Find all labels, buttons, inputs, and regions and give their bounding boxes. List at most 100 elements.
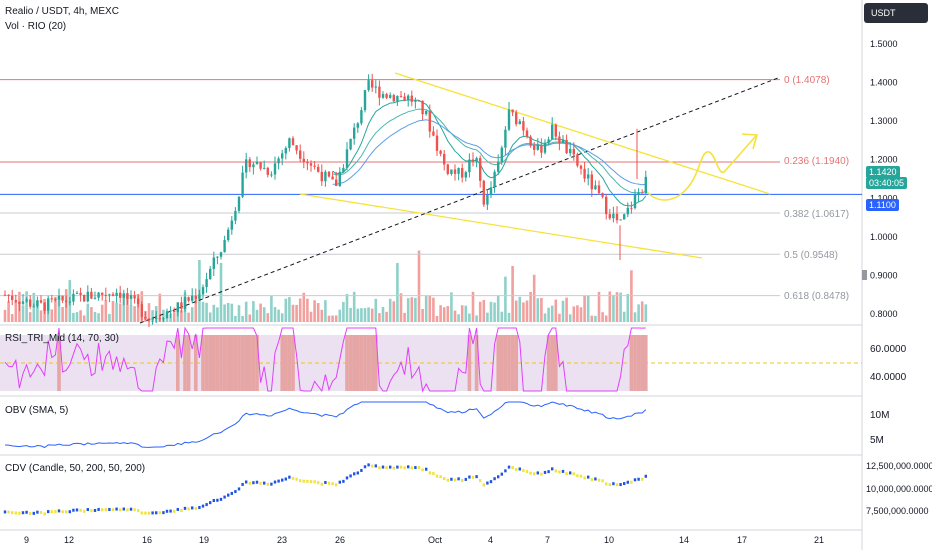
volume-bar xyxy=(259,303,262,322)
cdv-candle xyxy=(36,510,39,514)
volume-bar xyxy=(158,293,162,322)
volume-bar xyxy=(255,309,259,322)
cdv-candle xyxy=(137,509,140,513)
volume-bar xyxy=(640,301,644,322)
candle-body xyxy=(353,127,356,139)
cdv-candle xyxy=(144,511,147,515)
volume-bar xyxy=(478,301,482,322)
rsi-overbought-bar xyxy=(374,335,378,391)
candle-body xyxy=(54,299,57,301)
volume-bar xyxy=(280,313,284,322)
cdv-candle xyxy=(245,480,248,484)
cdv-candle xyxy=(378,466,381,470)
cdv-candle xyxy=(302,479,305,483)
candle-body xyxy=(522,121,525,131)
cdv-candle xyxy=(536,471,539,475)
price-tick: 1.2000 xyxy=(870,155,898,165)
cdv-candle xyxy=(579,474,583,478)
volume-bar xyxy=(36,300,39,322)
rsi-overbought-bar xyxy=(550,335,554,391)
candle-body xyxy=(529,136,532,146)
volume-bar xyxy=(284,298,288,322)
candle-body xyxy=(11,295,14,301)
cdv-candle xyxy=(417,466,421,470)
candle-body xyxy=(381,94,385,98)
volume-bar xyxy=(54,296,57,322)
candle-body xyxy=(468,159,471,173)
price-tick: 1.4000 xyxy=(870,78,898,88)
candle-body xyxy=(133,295,136,299)
candle-body xyxy=(173,310,176,313)
cdv-candle xyxy=(47,510,50,514)
candles xyxy=(3,73,647,327)
volume-bar xyxy=(108,313,111,322)
candle-body xyxy=(119,292,122,298)
cdv-candle xyxy=(615,483,619,487)
candle-body xyxy=(169,310,172,312)
cdv-candle xyxy=(324,480,327,484)
volume-bar xyxy=(194,296,198,322)
cdv-candle xyxy=(500,472,503,476)
cdv-candle xyxy=(587,475,590,479)
cdv-candle xyxy=(169,509,172,513)
volume-bar xyxy=(507,312,511,322)
candle-body xyxy=(518,121,521,125)
cdv-candle xyxy=(183,506,187,510)
price-axis-ticks: 1.5000 1.4000 1.3000 1.2000 1.1000 1.0000 0.90… xyxy=(870,39,898,319)
cdv-candle xyxy=(234,490,237,494)
ema-line xyxy=(332,108,646,194)
cdv-candle xyxy=(180,509,183,513)
candle-body xyxy=(306,162,309,164)
cdv-candle xyxy=(277,479,280,483)
time-axis-label: 10 xyxy=(604,535,615,545)
cdv-candle xyxy=(61,510,64,514)
cdv-candle xyxy=(504,469,507,473)
volume-bar xyxy=(644,304,648,322)
candle-body xyxy=(223,239,226,253)
cdv-candle xyxy=(360,468,363,472)
cdv-candle xyxy=(414,466,417,470)
volume-bar xyxy=(10,314,14,322)
volume-bar xyxy=(111,300,115,322)
candle-body xyxy=(378,86,381,98)
volume-bar xyxy=(115,302,118,322)
rsi-overbought-bar xyxy=(186,335,191,391)
volume-bar xyxy=(216,307,219,322)
cdv-candle xyxy=(619,483,622,487)
rsi-overbought-bar xyxy=(636,335,641,391)
cdv-candle xyxy=(471,475,475,479)
projection-arrow-path xyxy=(645,135,757,201)
rsi-overbought-bar xyxy=(57,335,61,391)
cdv-candle xyxy=(230,491,233,495)
volume-bar xyxy=(100,304,104,322)
candle-body xyxy=(450,169,453,174)
time-axis-label: 23 xyxy=(277,535,288,545)
candle-body xyxy=(57,295,61,300)
candle-body xyxy=(551,124,554,140)
candle-body xyxy=(291,138,295,146)
price-tick: 1.1000 xyxy=(870,193,898,203)
volume-bar xyxy=(482,299,486,322)
cdv-candle xyxy=(497,475,500,479)
cdv-candle xyxy=(68,510,71,514)
cdv-candle xyxy=(525,470,529,474)
candle-body xyxy=(414,100,417,102)
rsi-overbought-bar xyxy=(640,335,644,391)
candle-body xyxy=(342,167,345,172)
cdv-candle xyxy=(165,509,169,513)
volume-bar xyxy=(298,298,302,322)
candle-body xyxy=(576,154,579,166)
cdv-candle xyxy=(493,477,496,481)
candle-body xyxy=(331,176,334,180)
cdv-candle xyxy=(255,480,259,484)
rsi-overbought-bar xyxy=(370,335,374,391)
currency-button[interactable]: USDT xyxy=(864,3,928,23)
volume-bar xyxy=(547,307,550,322)
cdv-candle xyxy=(263,481,266,485)
volume-bar xyxy=(417,250,421,322)
cdv-candle xyxy=(313,480,316,484)
volume-bar xyxy=(248,314,252,322)
volume-bar xyxy=(460,305,464,322)
candle-body xyxy=(212,257,215,269)
